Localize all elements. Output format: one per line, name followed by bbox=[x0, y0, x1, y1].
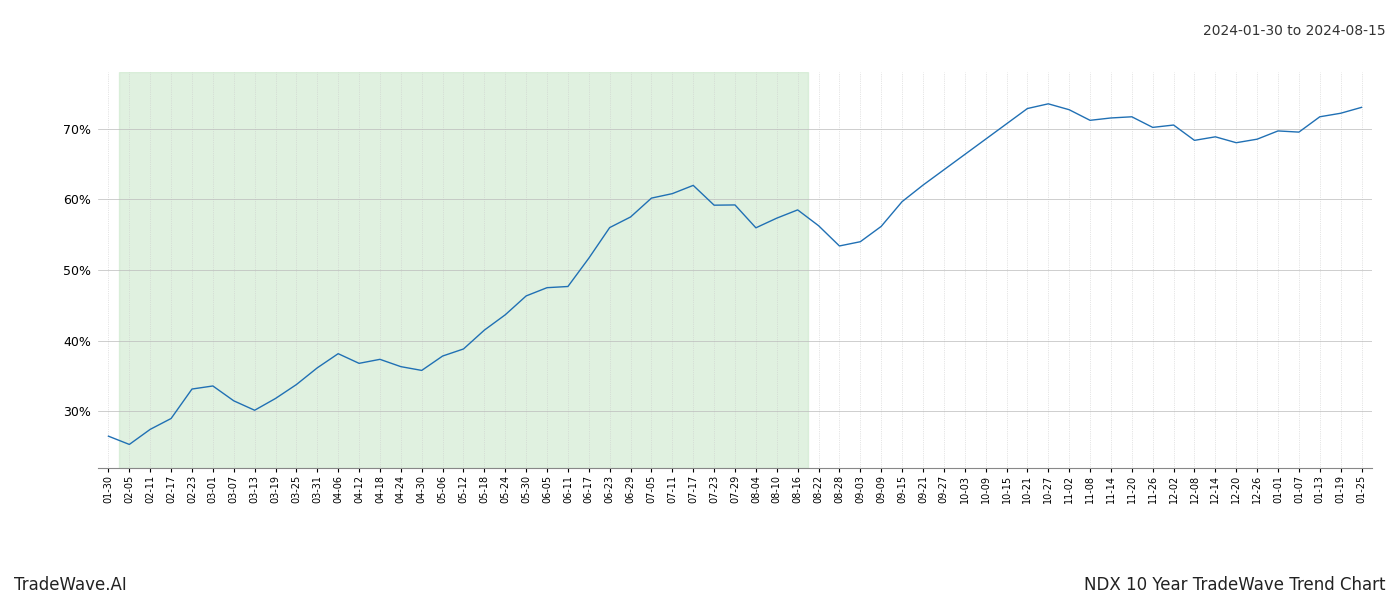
Bar bbox=[119, 72, 808, 468]
Text: NDX 10 Year TradeWave Trend Chart: NDX 10 Year TradeWave Trend Chart bbox=[1085, 576, 1386, 594]
Text: 2024-01-30 to 2024-08-15: 2024-01-30 to 2024-08-15 bbox=[1204, 24, 1386, 38]
Text: TradeWave.AI: TradeWave.AI bbox=[14, 576, 127, 594]
